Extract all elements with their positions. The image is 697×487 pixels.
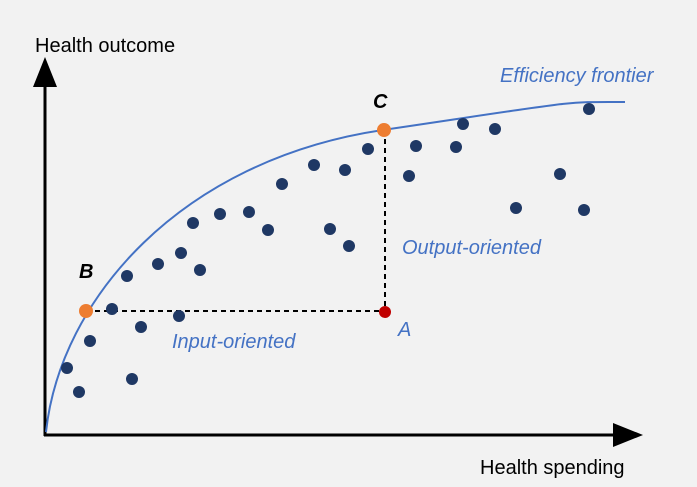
dot [324,223,336,235]
point-c [377,123,391,137]
output-label: Output-oriented [402,237,542,259]
dot [187,217,199,229]
dot [457,118,469,130]
dot [84,335,96,347]
dot [343,240,355,252]
label-a: A [397,319,411,341]
dot [403,170,415,182]
dot [214,208,226,220]
dot [73,386,85,398]
frontier-label: Efficiency frontier [500,65,655,87]
dot [583,103,595,115]
dot [578,204,590,216]
input-label: Input-oriented [172,331,296,353]
point-a [379,306,391,318]
y-axis-label: Health outcome [35,35,175,57]
dot [135,321,147,333]
dot [175,247,187,259]
dots [61,103,595,398]
dot [339,164,351,176]
dot [554,168,566,180]
dot [121,270,133,282]
x-axis-label: Health spending [480,457,625,479]
dot [126,373,138,385]
dot [276,178,288,190]
dot [106,303,118,315]
dot [194,264,206,276]
point-b [79,304,93,318]
dot [489,123,501,135]
dot [450,141,462,153]
dot [61,362,73,374]
dot [308,159,320,171]
dot [262,224,274,236]
frontier-curve [45,100,626,433]
label-c: C [373,91,388,113]
label-b: B [79,261,93,283]
dot [243,206,255,218]
dot [362,143,374,155]
dot [410,140,422,152]
dot [173,310,185,322]
dot [152,258,164,270]
dot [510,202,522,214]
